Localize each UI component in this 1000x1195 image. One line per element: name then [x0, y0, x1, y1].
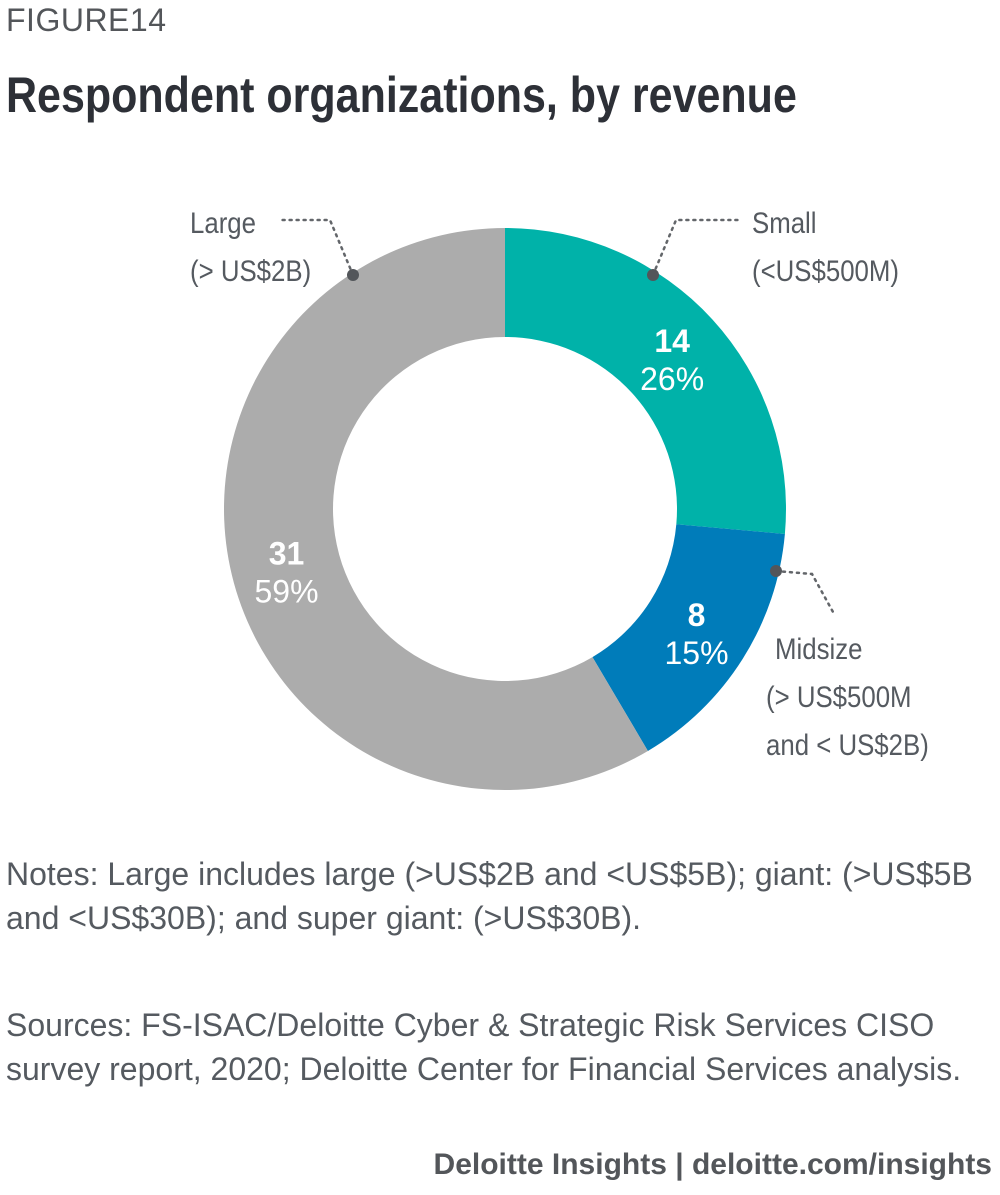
legend-label-midsize-range: (> US$500M and < US$2B): [766, 674, 929, 770]
donut-slice-midsize: [592, 524, 785, 751]
leader-dot-large: [347, 269, 359, 281]
slice-percent-label-small: 26%: [640, 361, 704, 397]
slice-percent-label-large: 59%: [254, 574, 318, 610]
chart-notes: Notes: Large includes large (>US$2B and …: [6, 856, 973, 936]
legend-label-small-line1: Small: [752, 207, 817, 240]
leader-line-large: [276, 218, 355, 277]
donut-slice-large: [223, 228, 648, 791]
legend-label-small-line2: (<US$500M): [752, 255, 899, 288]
leader-line-midsize: [774, 569, 835, 614]
footer-credit: Deloitte Insights | deloitte.com/insight…: [433, 1148, 992, 1181]
legend-label-small: Small (<US$500M): [752, 200, 899, 296]
slice-count-label-midsize: 8: [688, 597, 706, 633]
legend-label-large-line2: (> US$2B): [190, 255, 312, 288]
figure-label: FIGURE14: [6, 2, 167, 38]
slice-percent-label-midsize: 15%: [665, 635, 729, 671]
legend-label-large: Large (> US$2B): [190, 200, 311, 296]
slice-count-label-large: 31: [269, 536, 305, 572]
slice-count-label-small: 14: [654, 323, 690, 359]
leader-line-small: [651, 218, 742, 277]
legend-label-midsize: Midsize: [775, 626, 862, 674]
leader-dot-small: [647, 269, 659, 281]
legend-label-midsize-line1: Midsize: [775, 633, 863, 666]
donut-chart: 14 26% 8 15% 31 59% Small (<US$500M) Midsize …: [0, 180, 1000, 820]
legend-label-midsize-line3: and < US$2B): [766, 729, 929, 762]
legend-label-midsize-line2: (> US$500M: [766, 681, 912, 714]
leader-dot-midsize: [770, 565, 782, 577]
chart-title: Respondent organizations, by revenue: [6, 67, 797, 123]
legend-label-large-line1: Large: [190, 207, 256, 240]
donut-slice-small: [505, 228, 786, 534]
chart-sources: Sources: FS-ISAC/Deloitte Cyber & Strate…: [6, 1007, 962, 1087]
